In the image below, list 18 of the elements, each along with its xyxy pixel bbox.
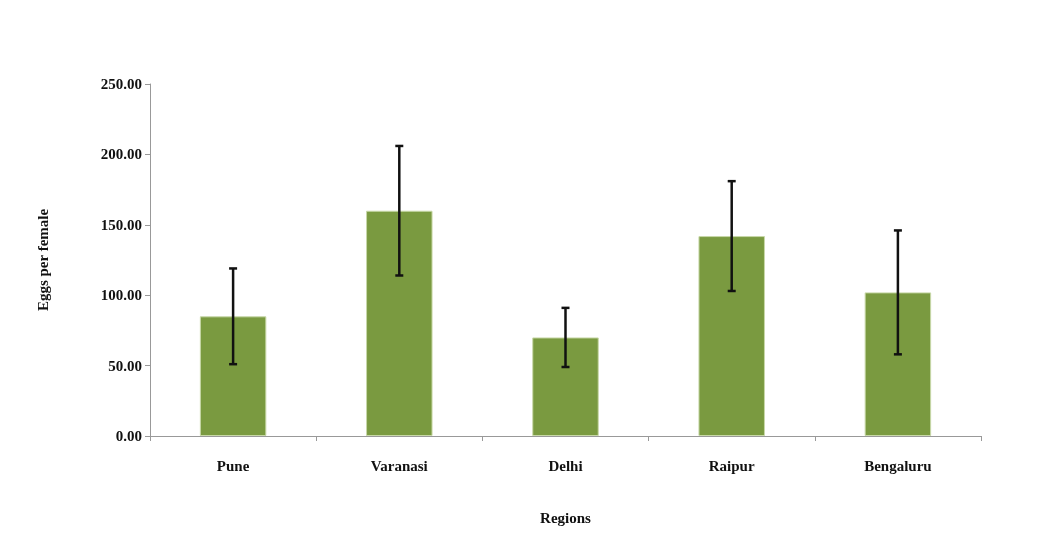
y-tick-label: 250.00 bbox=[100, 76, 142, 92]
bar bbox=[864, 292, 932, 436]
y-tick-label: 150.00 bbox=[100, 216, 142, 233]
x-tick-label: Raipur bbox=[708, 457, 755, 474]
y-axis-title: Eggs per female bbox=[34, 208, 51, 312]
x-tick-label: Bengaluru bbox=[864, 457, 932, 474]
x-tick-label: Delhi bbox=[548, 457, 583, 474]
x-tick-label: Pune bbox=[216, 457, 250, 474]
bar bbox=[698, 236, 765, 436]
x-axis-title: Regions bbox=[540, 509, 592, 526]
y-tick-label: 50.00 bbox=[108, 357, 142, 374]
bar bbox=[366, 210, 433, 436]
y-tick-label: 0.00 bbox=[115, 428, 142, 444]
bar bbox=[532, 337, 599, 436]
y-tick-label: 100.00 bbox=[100, 287, 142, 304]
bar bbox=[199, 316, 267, 436]
x-tick-label: Varanasi bbox=[370, 457, 428, 474]
y-tick-label: 200.00 bbox=[100, 146, 142, 163]
